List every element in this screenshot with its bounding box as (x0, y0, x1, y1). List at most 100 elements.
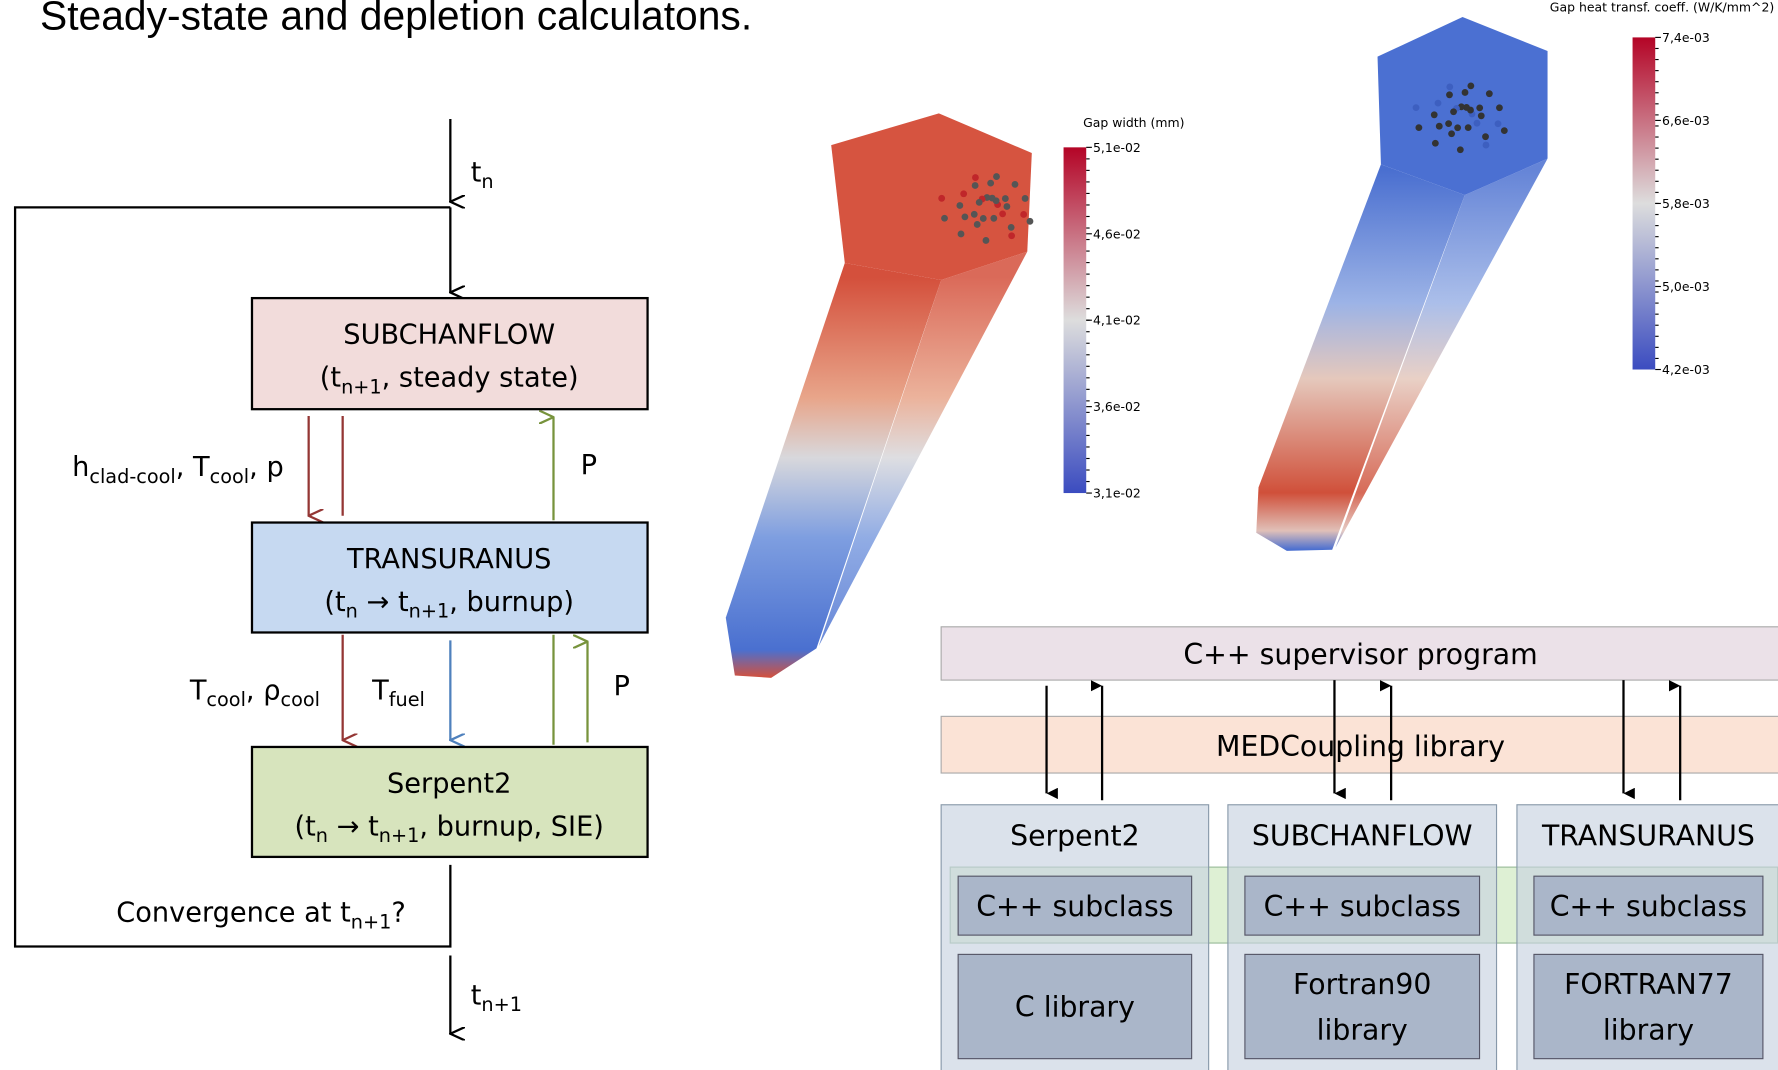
pin (1008, 224, 1015, 231)
subscript: clad-cool (89, 465, 175, 488)
pin (1445, 120, 1452, 127)
pin (1027, 218, 1034, 225)
pin (1495, 120, 1502, 127)
colorbar-title: Gap heat transf. coeff. (W/K/mm^2) (1550, 0, 1774, 14)
text-part: P (581, 450, 597, 481)
pin (1454, 124, 1461, 131)
box-title: SUBCHANFLOW (343, 319, 555, 350)
text-part: (t (295, 811, 317, 842)
pin (1457, 146, 1464, 153)
page: {"title":"Steady-state and depletion cal… (0, 0, 1778, 1070)
pin (1415, 124, 1422, 131)
color-bar (1633, 37, 1656, 369)
module-name: TRANSURANUS (1541, 820, 1755, 853)
convergence-label: Convergence at tn+1? (116, 898, 406, 934)
text-part: T (189, 675, 207, 706)
colorbar-tick-label: 6,6e-03 (1662, 113, 1710, 128)
pin (1446, 83, 1453, 90)
subscript: n+1 (351, 910, 392, 933)
color-bar (1064, 147, 1087, 493)
pin (999, 210, 1006, 217)
text-part: P (614, 671, 630, 702)
text-part: , T (176, 452, 210, 483)
subscript: n (346, 600, 358, 623)
pin (1482, 133, 1489, 140)
pin (983, 237, 990, 244)
time-label: tn+1 (471, 980, 522, 1016)
module-name: SUBCHANFLOW (1252, 820, 1473, 853)
pin (1476, 105, 1483, 112)
pin (972, 182, 979, 189)
pin (956, 202, 963, 209)
pin (1486, 90, 1493, 97)
pin (941, 215, 948, 222)
colorbar-tick-label: 5,1e-02 (1093, 140, 1141, 155)
pin (980, 215, 987, 222)
pin (1462, 89, 1469, 96)
colorbar-tick-label: 4,6e-02 (1093, 226, 1141, 241)
pin (976, 199, 983, 206)
library-text: FORTRAN77 (1564, 968, 1733, 1001)
time-label: tn (471, 157, 494, 193)
subscript: n+1 (341, 375, 382, 398)
text-part: ? (391, 898, 405, 929)
link-label: P (614, 671, 630, 702)
subscript: cool (206, 688, 246, 711)
pin (987, 180, 994, 187)
pin (1483, 142, 1490, 149)
link-label: Tcool, ρcool (189, 675, 320, 711)
pin (1450, 108, 1457, 115)
pin (1448, 130, 1455, 137)
text-part: h (72, 452, 89, 483)
library-text: C library (1015, 991, 1135, 1024)
subscript: n+1 (409, 600, 450, 623)
pin (958, 231, 965, 238)
box-title: TRANSURANUS (346, 544, 551, 575)
pin (1002, 195, 1009, 202)
pin (1478, 112, 1485, 119)
pin (962, 213, 969, 220)
subscript: n (481, 170, 493, 193)
pin (1020, 211, 1027, 218)
pin (972, 174, 979, 181)
box-detail: (tn → tn+1, burnup) (324, 587, 574, 623)
text-part: , burnup, SIE) (419, 811, 604, 842)
library-label: MEDCoupling library (1216, 730, 1505, 763)
box-detail: (tn → tn+1, burnup, SIE) (295, 811, 604, 847)
pin (1436, 123, 1443, 130)
slide: Steady-state and depletion calculatons. … (0, 0, 1778, 1070)
subscript: n+1 (481, 993, 522, 1016)
library-text: Fortran90 (1293, 968, 1431, 1001)
pin (1501, 127, 1508, 134)
pin (1465, 124, 1472, 131)
text-part: (t (320, 363, 342, 394)
pin (993, 173, 1000, 180)
pin (971, 211, 978, 218)
pin (1003, 203, 1010, 210)
colorbar-tick-label: 3,1e-02 (1093, 486, 1141, 501)
pin (1008, 232, 1015, 239)
library-text: library (1317, 1013, 1408, 1046)
library-text: library (1603, 1013, 1694, 1046)
text-part: , burnup) (449, 587, 574, 618)
pin (1022, 195, 1029, 202)
prism-top (831, 113, 1032, 280)
pin (990, 215, 997, 222)
link-label: Tfuel (371, 675, 425, 711)
text-part: Convergence at t (116, 898, 351, 929)
pin (938, 195, 945, 202)
subscript: cool (210, 465, 250, 488)
pin (1431, 111, 1438, 118)
text-part: t (471, 980, 482, 1011)
text-part: t (471, 157, 482, 188)
colorbar-tick-label: 5,0e-03 (1662, 279, 1710, 294)
link-label: hclad-cool, Tcool, p (72, 452, 284, 488)
colorbar-tick-label: 7,4e-03 (1662, 30, 1710, 45)
text-part: T (371, 675, 389, 706)
render-2 (1256, 17, 1547, 551)
text-part: → t (328, 811, 379, 842)
supervisor-label: C++ supervisor program (1183, 638, 1537, 671)
slide-title: Steady-state and depletion calculatons. (40, 0, 752, 38)
subscript: cool (280, 688, 320, 711)
colorbar-title: Gap width (mm) (1083, 115, 1184, 130)
